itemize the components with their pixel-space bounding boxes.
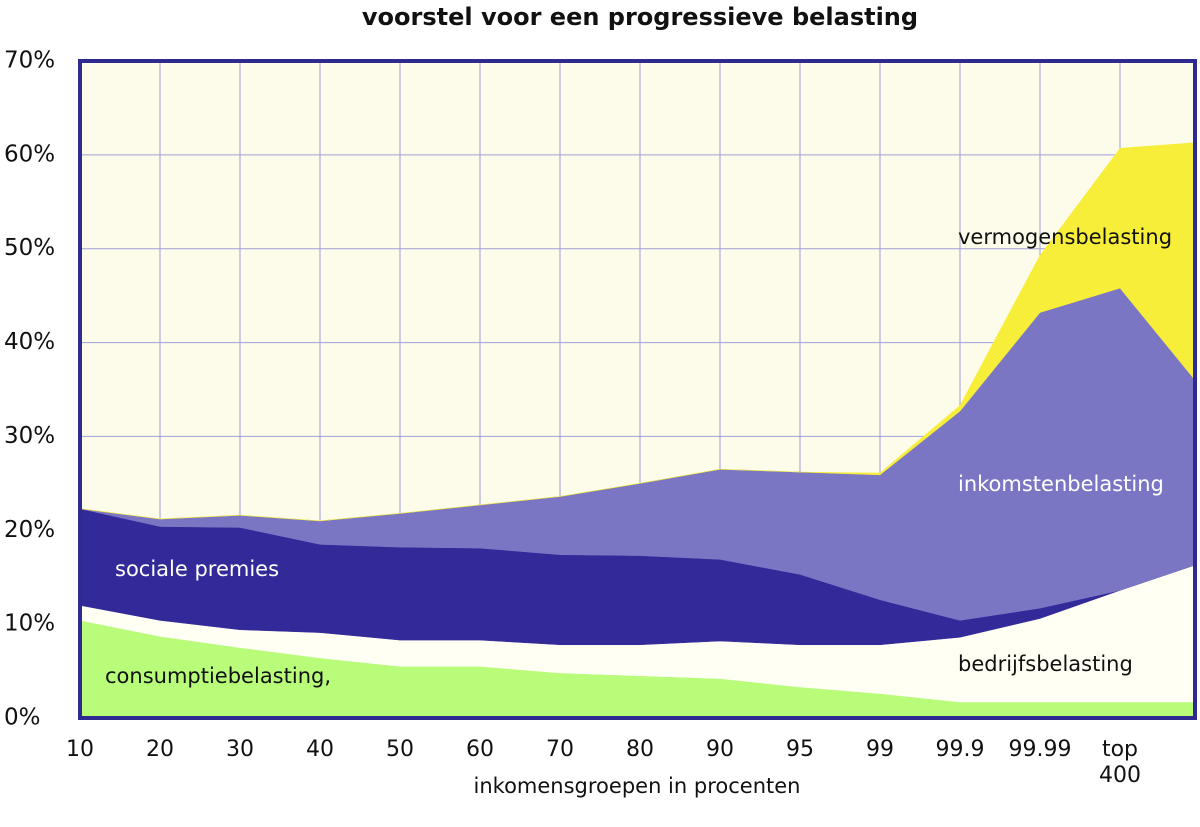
y-tick-label: 40% <box>4 329 55 355</box>
y-tick-label: 30% <box>4 423 55 449</box>
x-tick-label: 99.9 <box>935 737 985 762</box>
y-tick-label: 10% <box>4 611 55 637</box>
x-tick-label: 99.99 <box>1008 737 1072 762</box>
y-tick-label: 60% <box>4 141 55 167</box>
x-tick-label: 60 <box>466 737 494 762</box>
y-tick-label: 0% <box>4 705 41 731</box>
x-tick-label: 10 <box>66 737 94 762</box>
x-tick-label: 50 <box>386 737 414 762</box>
y-tick-label: 70% <box>4 48 55 74</box>
x-tick-label: 90 <box>706 737 734 762</box>
labels: consumptiebelasting, bedrijfsbelasting soc… <box>105 225 1172 688</box>
chart-title: voorstel voor een progressieve belasting <box>362 3 918 31</box>
series-label: vermogensbelasting <box>958 225 1172 249</box>
x-tick-label: 99 <box>866 737 894 762</box>
x-tick-label: 30 <box>226 737 254 762</box>
x-tick-label: 95 <box>786 737 814 762</box>
x-tick-label: 70 <box>546 737 574 762</box>
x-axis-title: inkomensgroepen in procenten <box>474 774 801 798</box>
y-tick-label: 50% <box>4 235 55 261</box>
areas <box>79 142 1196 719</box>
plot-border <box>78 59 1197 720</box>
series-label: sociale premies <box>115 557 279 581</box>
x-tick-label: 80 <box>626 737 654 762</box>
series-label: consumptiebelasting, <box>105 664 331 688</box>
series-label: bedrijfsbelasting <box>958 652 1133 676</box>
x-tick-label: 20 <box>146 737 174 762</box>
series-label: inkomstenbelasting <box>958 472 1164 496</box>
y-tick-label: 20% <box>4 517 55 543</box>
x-tick-label: top 400 <box>1099 737 1141 788</box>
x-tick-label: 40 <box>306 737 334 762</box>
